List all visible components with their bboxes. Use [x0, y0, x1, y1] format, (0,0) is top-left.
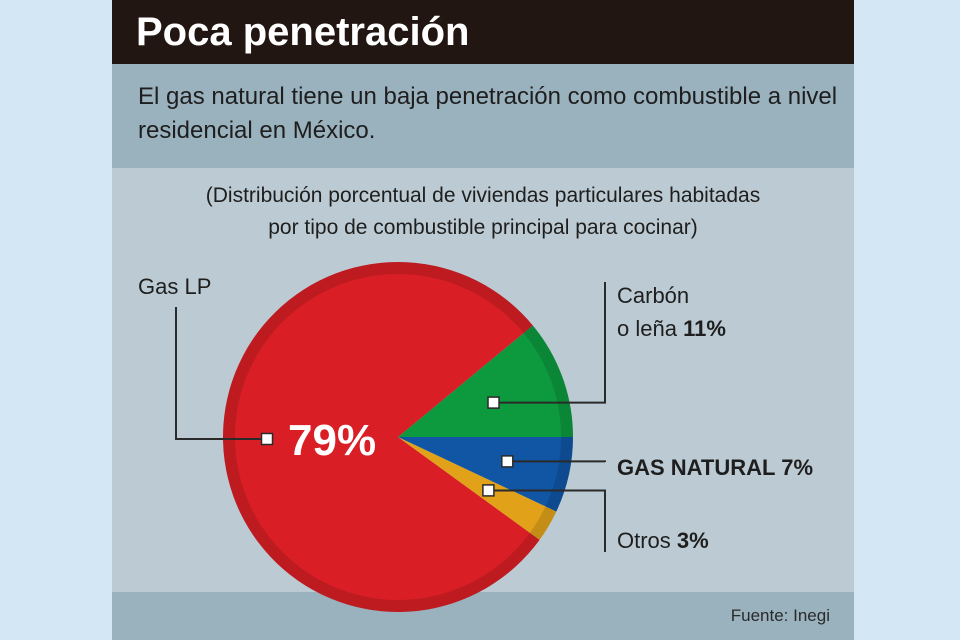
- otros-label: Otros 3%: [617, 528, 709, 553]
- carbon-leader-line: [499, 282, 606, 404]
- title-bar: Poca penetración: [112, 0, 854, 64]
- gas-lp-leader-line: [175, 307, 261, 440]
- otros-value-label: 3%: [677, 528, 709, 553]
- pie-rim-shade: [223, 262, 573, 612]
- otros-leader-line: [494, 489, 606, 552]
- otros-marker: [482, 484, 495, 497]
- pie-slice-gas_lp: [223, 261, 540, 612]
- gas-lp-label: Gas LP: [138, 274, 211, 299]
- gas-lp-marker: [260, 432, 274, 446]
- description-line-2: por tipo de combustible principal para c…: [268, 216, 698, 239]
- description-line-1: (Distribución porcentual de viviendas pa…: [205, 184, 761, 207]
- page-title: Poca penetración: [136, 10, 470, 54]
- gas-natural-value-label: 7%: [781, 455, 813, 480]
- pie-slice-carbon: [398, 325, 573, 437]
- gas-natural-label: GAS NATURAL 7%: [617, 455, 813, 480]
- gas-natural-marker: [501, 455, 514, 468]
- subtitle-box: El gas natural tiene un baja penetración…: [112, 64, 854, 168]
- carbon-label-line1: Carbón: [617, 283, 689, 308]
- carbon-label-text: o leña: [617, 316, 678, 341]
- pie-slices: [223, 261, 573, 612]
- infographic-card: Poca penetración El gas natural tiene un…: [112, 0, 854, 640]
- footer-bar: Fuente: Inegi: [112, 592, 854, 640]
- pie-slice-gas_natural: [398, 437, 573, 512]
- carbon-marker: [487, 396, 500, 409]
- source-note: Fuente: Inegi: [730, 606, 830, 625]
- otros-label-text: Otros: [617, 528, 671, 553]
- pie-callouts: [175, 282, 606, 552]
- gas-lp-value-label: 79%: [288, 416, 376, 465]
- gas-natural-leader-line: [513, 460, 606, 463]
- pie-slice-otros: [398, 437, 557, 540]
- carbon-label-line2: o leña 11%: [617, 316, 726, 341]
- carbon-value-label: 11%: [683, 316, 726, 341]
- gas-natural-label-text: GAS NATURAL: [617, 455, 775, 480]
- subtitle-text: El gas natural tiene un baja penetración…: [138, 83, 838, 144]
- chart-description: (Distribución porcentual de viviendas pa…: [112, 180, 854, 244]
